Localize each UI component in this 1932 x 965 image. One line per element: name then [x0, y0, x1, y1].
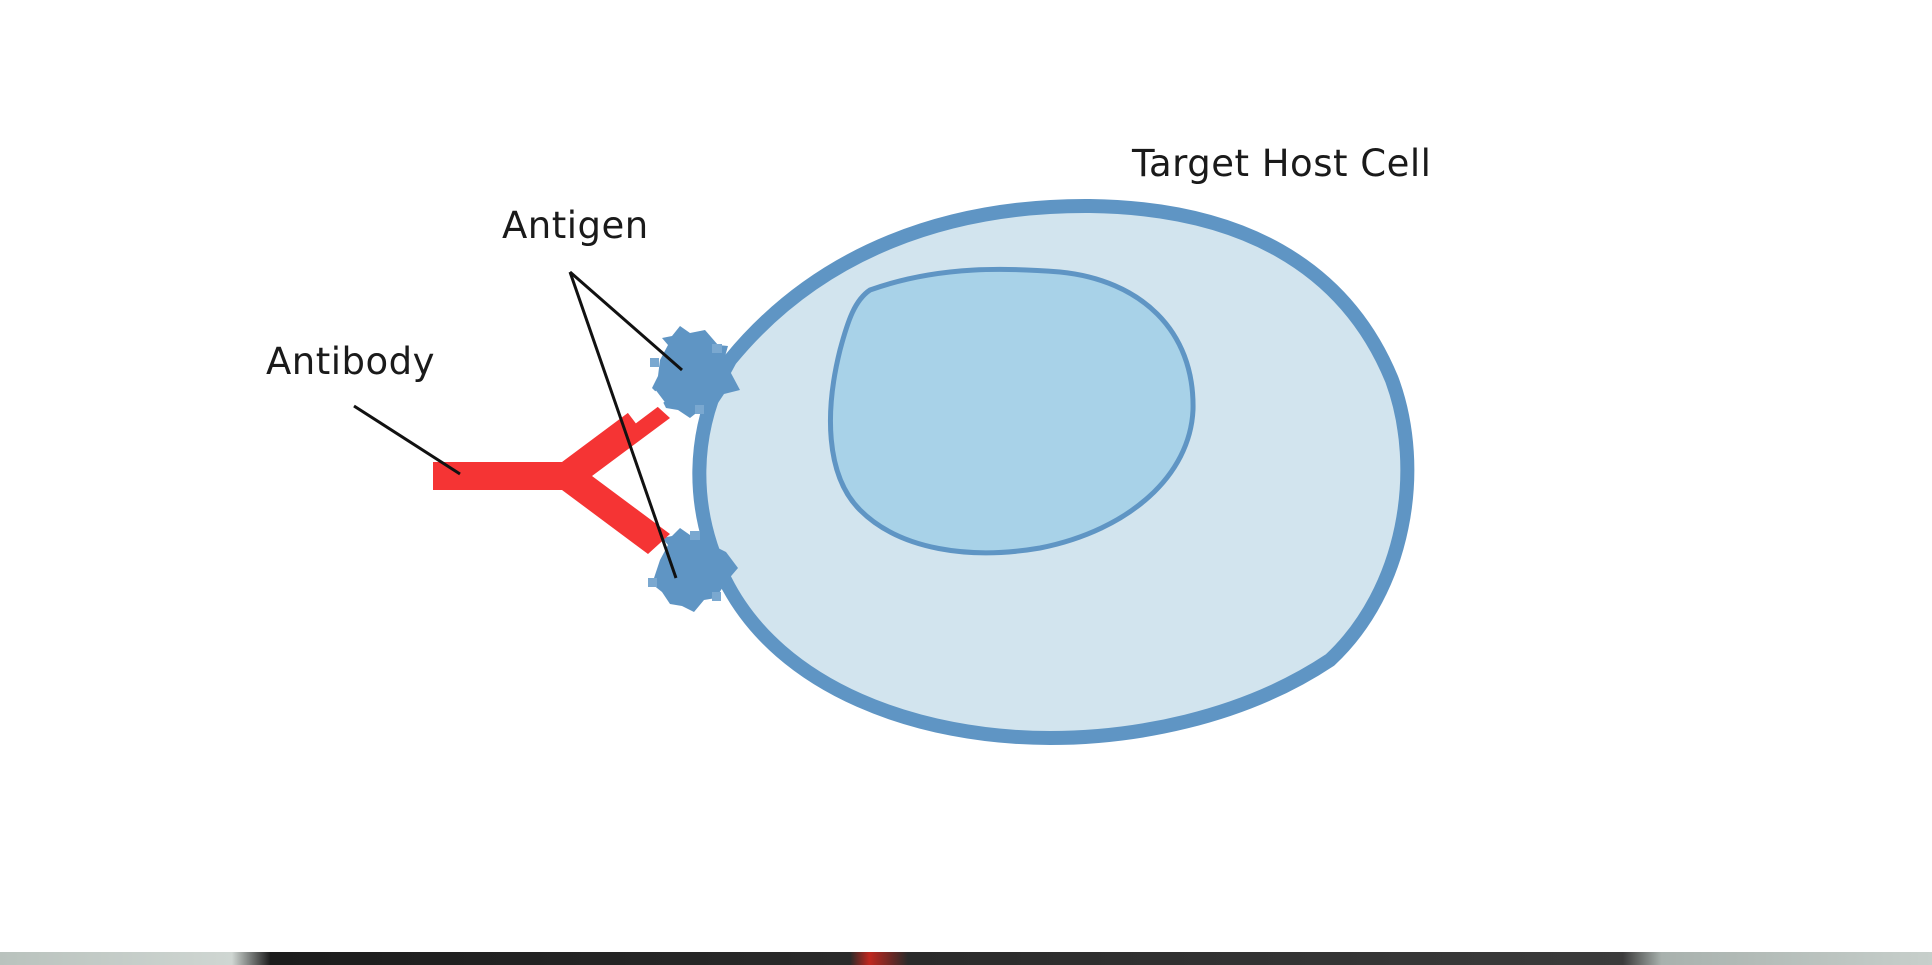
antibody: [433, 390, 670, 554]
antigen-bottom: [648, 528, 738, 612]
nucleus: [828, 266, 1196, 556]
antibody-label: Antibody: [266, 340, 436, 383]
antigen-label: Antigen: [502, 204, 649, 247]
antibody-leader-line: [353, 404, 461, 476]
antigen-leader-line-top: [569, 270, 683, 372]
leader-lines: [353, 270, 683, 579]
bottom-video-strip: [0, 952, 1932, 965]
antigen-top: [650, 326, 740, 418]
antigen-leader-line-bottom: [568, 271, 678, 579]
target-host-cell-label: Target Host Cell: [1132, 142, 1432, 185]
target-host-cell: [692, 198, 1415, 746]
